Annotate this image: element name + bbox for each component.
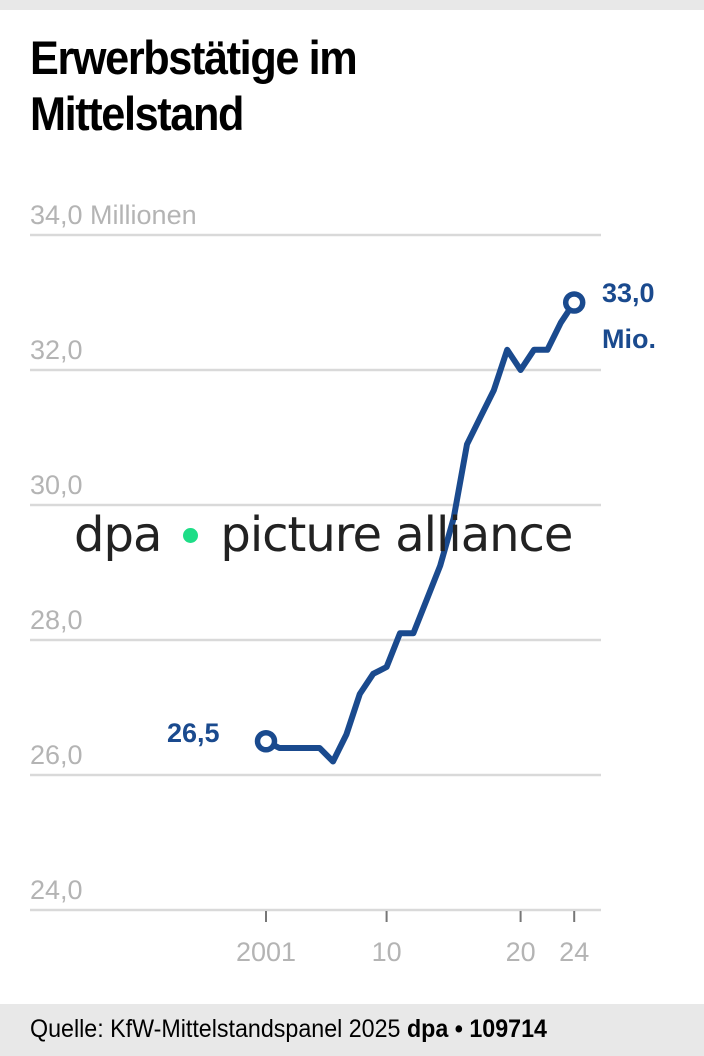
end-unit-label: Mio.	[602, 324, 656, 354]
y-tick-label: 28,0	[30, 605, 83, 635]
y-tick-label: 34,0 Millionen	[30, 200, 197, 230]
y-tick-label: 30,0	[30, 470, 83, 500]
end-value-label: 33,0	[602, 278, 655, 308]
start-point-marker	[254, 730, 278, 753]
watermark-dpa: dpa	[74, 507, 162, 563]
top-bar	[0, 0, 704, 10]
data-series	[254, 291, 586, 765]
annotations: 26,5 33,0 Mio.	[167, 278, 656, 748]
y-tick-label: 32,0	[30, 335, 83, 365]
footer: Quelle: KfW-Mittelstandspanel 2025 dpa •…	[0, 1004, 704, 1056]
source-text: Quelle: KfW-Mittelstandspanel 2025	[30, 1015, 401, 1043]
x-tick-label: 10	[372, 937, 402, 967]
title-line-2: Mittelstand	[30, 87, 244, 140]
agency-label: dpa	[406, 1015, 449, 1043]
y-tick-label: 24,0	[30, 875, 83, 905]
chart-title: Erwerbstätige im Mittelstand	[30, 30, 619, 142]
end-point-marker	[562, 291, 586, 314]
x-tick-label: 20	[506, 937, 536, 967]
line-chart: 34,0 Millionen 32,0 30,0 28,0 26,0 24,0 2001 1…	[30, 200, 656, 967]
series-line	[263, 299, 578, 765]
y-axis-labels: 34,0 Millionen 32,0 30,0 28,0 26,0 24,0	[30, 200, 197, 905]
x-tick-label: 2001	[236, 937, 296, 967]
separator-dot: •	[454, 1015, 463, 1043]
title-line-1: Erwerbstätige im	[30, 31, 358, 84]
watermark: dpa picture alliance	[74, 500, 573, 570]
start-value-label: 26,5	[167, 718, 220, 748]
x-tick-label: 24	[559, 937, 589, 967]
gridlines	[30, 233, 601, 912]
footer-text: Quelle: KfW-Mittelstandspanel 2025 dpa •…	[30, 1015, 547, 1044]
watermark-picture-alliance: picture alliance	[220, 507, 573, 563]
x-axis: 2001 10 20 24	[236, 911, 589, 967]
watermark-dot-icon	[183, 527, 199, 543]
y-tick-label: 26,0	[30, 740, 83, 770]
graphic-id: 109714	[469, 1015, 547, 1043]
